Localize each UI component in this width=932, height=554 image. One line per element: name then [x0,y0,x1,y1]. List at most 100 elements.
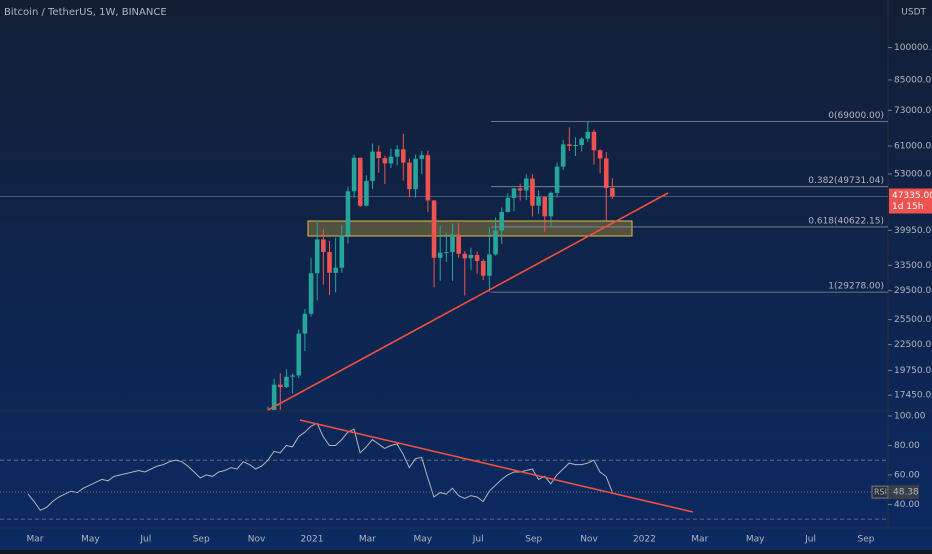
candle-body [296,333,302,376]
candle-body [487,254,492,276]
candle-body [394,149,400,157]
time-label: Mar [359,535,376,545]
candle-body [585,131,591,139]
candle-body [308,273,314,314]
candle-body [542,196,548,217]
y-tick-label: 73000.00 [894,106,932,116]
rsi-name: RSI [874,488,887,497]
y-tick-label: 33500.00 [894,261,932,271]
time-label: Jul [804,535,816,545]
time-label: 2021 [301,535,324,545]
time-label: Jul [139,535,151,545]
candle-body [597,150,603,159]
time-label: Sep [525,535,542,545]
last-price-tag [889,188,932,214]
fib-label: 0.382(49731.04) [808,176,884,186]
fib-label: 0.618(40622.15) [808,216,884,226]
candle-body [290,375,295,377]
rsi-value-label: 48.38 [893,488,919,498]
trendline [267,192,669,411]
last-price-label: 47335.00 [892,191,932,201]
time-label: Sep [193,535,210,545]
candle-body [407,162,412,190]
y-tick-label: 85000.00 [894,75,932,85]
candle-body [468,254,474,259]
candle-body [517,188,523,191]
time-label: Sep [858,535,875,545]
candle-body [462,253,468,259]
candle-body [437,252,443,258]
candle-body [388,156,394,164]
rsi-line [27,422,613,511]
candle-body [278,384,283,388]
candle-body [321,239,326,252]
currency-label: USDT [901,8,926,18]
y-tick-label: 22500.00 [894,340,932,350]
candle-body [511,188,517,198]
time-label: Mar [691,535,708,545]
rsi-tag [871,485,889,499]
y-tick-label: 61000.00 [894,142,932,152]
candle-body [419,155,425,159]
price-pane: 0(69000.00) 0.382(49731.04) 0.618(40622.15… [0,111,888,410]
candle-body [560,144,566,167]
y-tick-label: 39950.00 [894,226,932,236]
candle-body [339,235,345,268]
candle-body [579,138,584,146]
candle-body [474,254,480,261]
candle-body [499,211,504,231]
candle-body [327,251,332,273]
rsi-tick-label: 60.00 [894,470,920,480]
candle-body [302,313,308,334]
candle-body [493,230,498,255]
candle-body [382,158,388,164]
support-zone [307,220,633,237]
candle-body [431,200,437,258]
symbol-title: Bitcoin / TetherUS, 1W, BINANCE [4,7,167,18]
candle-body [425,155,431,201]
candle-body [591,131,597,151]
candle-body [271,384,277,410]
time-label: Jul [472,535,484,545]
time-label: Nov [580,535,598,545]
candle-body [536,196,541,206]
candle-body [610,188,615,197]
y-tick-label: 25500.00 [894,315,932,325]
candle-body [357,157,363,206]
y-tick-label: 19750.00 [894,366,932,376]
time-label: Nov [248,535,266,545]
candle-body [456,234,461,254]
candle-body [314,239,320,274]
candle-body [548,192,554,217]
candle-body [376,151,381,159]
candle-body [554,166,560,193]
rsi-tick-label: 80.00 [894,441,920,451]
rsi-pane [0,422,888,520]
time-label: May [81,535,100,545]
candle-body [505,197,511,212]
time-label: 2022 [633,535,656,545]
rsi-tick-label: 100.00 [894,411,926,421]
candle-body [444,252,449,254]
candle-body [480,260,486,276]
candle-body [413,158,418,190]
candle-body [345,191,351,236]
y-tick-label: 53000.00 [894,170,932,180]
rsi-tick-label: 40.00 [894,500,920,510]
candle-body [370,151,375,181]
candle-body [567,144,572,147]
time-label: Mar [27,535,44,545]
rsi-trendline [299,419,694,513]
candle-body [401,149,406,163]
axes: 100000.00 85000.00 73000.00 61000.00 53000.0… [27,43,932,545]
rsi-value-tag [889,485,919,500]
time-label: May [746,535,765,545]
candle-body [573,145,578,147]
y-tick-label: 17450.00 [894,391,932,401]
candle-body [284,376,289,388]
y-tick-label: 29500.00 [894,286,932,296]
candle-body [333,267,338,273]
